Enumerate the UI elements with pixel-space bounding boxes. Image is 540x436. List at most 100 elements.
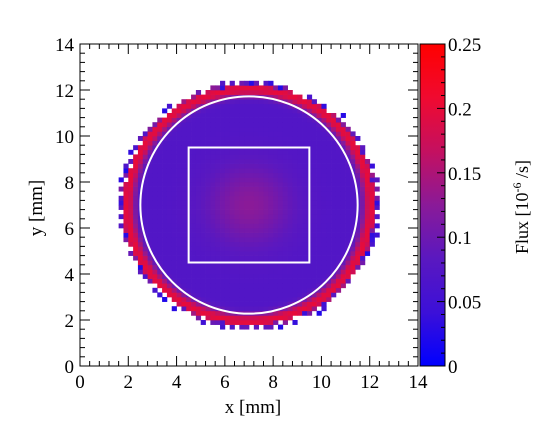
heatmap-cell (273, 232, 279, 238)
heatmap-cell (311, 228, 317, 233)
heatmap-cell (195, 287, 202, 293)
heatmap-cell (195, 255, 202, 261)
heatmap-cell (128, 149, 134, 155)
heatmap-cell (215, 228, 221, 233)
heatmap-cell (331, 205, 337, 210)
heatmap-cell (287, 264, 293, 270)
heatmap-cell (364, 159, 371, 164)
heatmap-cell (292, 209, 298, 215)
heatmap-cell (355, 168, 361, 174)
heatmap-cell (292, 278, 298, 284)
heatmap-cell (234, 205, 240, 210)
heatmap-cell (166, 154, 173, 160)
heatmap-cell (133, 191, 139, 197)
heatmap-cell (152, 195, 158, 201)
heatmap-cell (166, 200, 173, 206)
heatmap-cell (306, 310, 313, 316)
heatmap-cell (331, 191, 337, 197)
heatmap-cell (292, 168, 298, 174)
heatmap-cell (321, 283, 327, 289)
heatmap-cell (229, 246, 235, 252)
heatmap-cell (331, 172, 337, 178)
heatmap-cell (268, 287, 274, 293)
heatmap-cell (277, 228, 284, 233)
heatmap-cell (355, 228, 361, 233)
heatmap-cell (268, 85, 274, 91)
heatmap-cell (171, 140, 177, 146)
heatmap-cell (335, 228, 342, 233)
heatmap-cell (340, 200, 346, 206)
heatmap-cell (118, 186, 124, 192)
heatmap-cell (340, 191, 346, 197)
heatmap-cell (326, 209, 332, 215)
heatmap-cell (258, 278, 264, 284)
heatmap-cell (311, 163, 317, 169)
heatmap-cell (244, 131, 250, 137)
heatmap-cell (166, 214, 173, 220)
heatmap-cell (355, 246, 361, 252)
heatmap-cell (249, 223, 255, 229)
heatmap-cell (210, 200, 216, 206)
heatmap-cell (220, 85, 226, 91)
heatmap-cell (326, 136, 332, 141)
heatmap-cell (311, 214, 317, 220)
heatmap-cell (224, 264, 231, 270)
heatmap-cell (205, 301, 211, 307)
heatmap-cell (331, 126, 337, 132)
heatmap-cell (273, 159, 279, 164)
heatmap-cell (360, 149, 366, 155)
heatmap-cell (321, 177, 327, 183)
heatmap-cell (195, 205, 202, 210)
heatmap-cell (191, 310, 197, 316)
heatmap-cell (191, 122, 197, 128)
heatmap-cell (147, 191, 153, 197)
heatmap-cell (200, 274, 206, 279)
heatmap-cell (171, 136, 177, 141)
heatmap-cell (282, 278, 288, 284)
heatmap-cell (311, 159, 317, 164)
heatmap-cell (229, 136, 235, 141)
heatmap-cell (268, 246, 274, 252)
heatmap-cell (234, 264, 240, 270)
heatmap-cell (302, 140, 308, 146)
heatmap-cell (234, 209, 240, 215)
heatmap-cell (302, 278, 308, 284)
heatmap-cell (268, 195, 274, 201)
heatmap-cell (282, 200, 288, 206)
heatmap-cell (191, 306, 197, 312)
heatmap-cell (311, 218, 317, 224)
heatmap-cell (162, 209, 168, 215)
heatmap-cell (287, 218, 293, 224)
heatmap-cell (229, 232, 235, 238)
heatmap-cell (137, 136, 144, 141)
heatmap-cell (244, 228, 250, 233)
heatmap-cell (258, 85, 264, 91)
heatmap-cell (297, 223, 303, 229)
heatmap-cell (263, 218, 269, 224)
heatmap-cell (258, 108, 264, 114)
heatmap-cell (311, 172, 317, 178)
heatmap-cell (374, 186, 380, 192)
heatmap-cell (244, 126, 250, 132)
heatmap-cell (229, 218, 235, 224)
heatmap-cell (220, 292, 226, 298)
heatmap-cell (364, 223, 371, 229)
heatmap-cell (360, 159, 366, 164)
heatmap-cell (249, 205, 255, 210)
heatmap-cell (311, 251, 317, 256)
heatmap-cell (171, 159, 177, 164)
heatmap-cell (249, 131, 255, 137)
heatmap-cell (157, 172, 163, 178)
heatmap-cell (292, 218, 298, 224)
heatmap-cell (360, 209, 366, 215)
heatmap-cell (273, 320, 279, 325)
heatmap-cell (195, 228, 202, 233)
heatmap-cell (176, 126, 182, 132)
heatmap-cell (340, 154, 346, 160)
heatmap-cell (205, 223, 211, 229)
heatmap-cell (133, 195, 139, 201)
heatmap-cell (249, 168, 255, 174)
heatmap-cell (234, 136, 240, 141)
heatmap-cell (224, 200, 231, 206)
heatmap-cell (162, 186, 168, 192)
